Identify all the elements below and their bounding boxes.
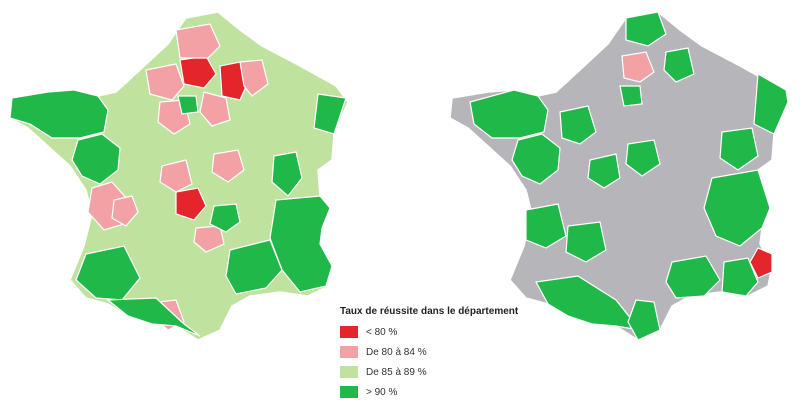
legend-label-above-90: > 90 %	[366, 386, 398, 398]
region-alps	[703, 169, 771, 247]
legend-title: Taux de réussite dans le département	[340, 306, 519, 317]
region-center-f	[625, 139, 661, 177]
region-brittany	[469, 89, 549, 139]
region-southwest-c	[565, 221, 607, 263]
map-left	[9, 11, 349, 340]
region-north-g	[239, 59, 269, 97]
region-east-b	[271, 151, 303, 197]
legend-label-85-89: De 85 à 89 %	[366, 366, 427, 378]
region-west-c	[559, 105, 597, 145]
region-south-a	[665, 255, 721, 299]
legend-item-80-84: De 80 à 84 %	[340, 344, 518, 360]
legend: Taux de réussite dans le département < 8…	[340, 306, 518, 404]
legend-swatch-85-89	[340, 366, 358, 378]
region-center-a	[175, 187, 207, 221]
map-left-regions	[9, 11, 349, 340]
legend-label-below-80: < 80 %	[366, 326, 398, 338]
legend-swatch-below-80	[340, 326, 358, 338]
map-right	[449, 11, 789, 340]
region-east-a	[313, 93, 347, 135]
region-south-a	[225, 239, 283, 295]
region-pyrenees	[535, 275, 642, 331]
region-center-e	[111, 195, 139, 227]
legend-swatch-above-90	[340, 386, 358, 398]
region-north-d	[145, 63, 185, 101]
region-north-e	[199, 91, 231, 127]
legend-item-below-80: < 80 %	[340, 324, 518, 340]
region-riviera	[749, 247, 773, 279]
region-west-b	[71, 133, 121, 185]
region-pyrenees	[106, 297, 201, 337]
region-south-b	[721, 257, 759, 297]
legend-item-85-89: De 85 à 89 %	[340, 364, 518, 380]
region-corsica	[627, 299, 661, 340]
region-center-g	[619, 85, 643, 107]
region-center-h	[587, 153, 621, 189]
region-brittany	[9, 89, 109, 139]
region-north-i	[663, 47, 695, 83]
region-east-c	[719, 127, 759, 171]
region-north-h	[177, 95, 199, 115]
region-center-b	[159, 159, 193, 193]
region-center-f	[209, 203, 241, 233]
region-center-c	[211, 149, 245, 183]
region-north-c	[175, 23, 221, 59]
legend-swatch-80-84	[340, 346, 358, 358]
region-north-h	[625, 11, 667, 47]
legend-item-above-90: > 90 %	[340, 384, 518, 400]
map-right-regions	[449, 11, 789, 340]
region-southwest-b	[525, 203, 567, 249]
region-north-a	[621, 51, 655, 83]
region-west-b	[511, 133, 561, 185]
region-east-a	[753, 73, 789, 135]
legend-label-80-84: De 80 à 84 %	[366, 346, 427, 358]
